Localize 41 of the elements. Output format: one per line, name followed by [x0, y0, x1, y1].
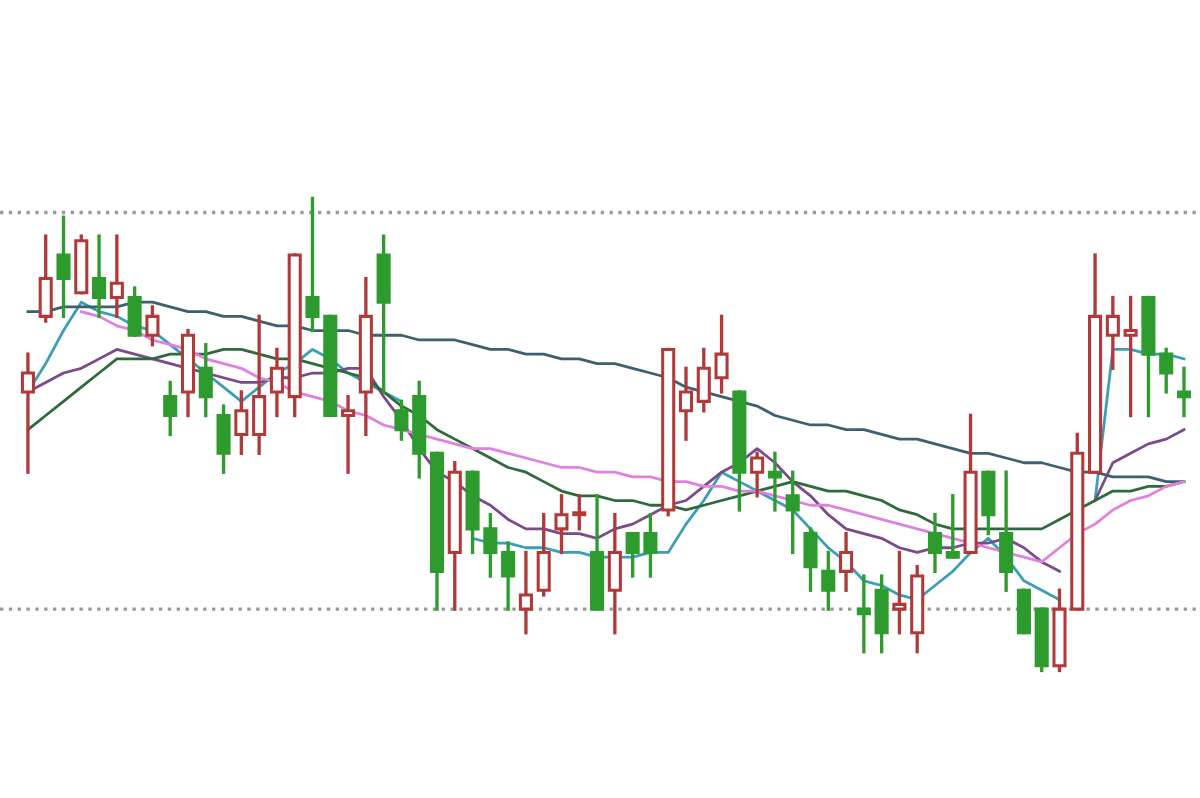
- candlestick: [38, 234, 53, 323]
- candlestick: [1159, 347, 1174, 394]
- candlestick: [92, 234, 107, 319]
- candlestick: [234, 390, 249, 455]
- candlestick: [803, 527, 818, 592]
- candlestick: [945, 494, 960, 559]
- candlestick: [714, 314, 729, 394]
- candlestick: [750, 451, 765, 498]
- candlestick: [607, 513, 622, 635]
- candlestick: [501, 541, 516, 611]
- candlestick: [1176, 366, 1192, 418]
- candlestick: [518, 550, 533, 635]
- candlestick: [394, 399, 409, 441]
- candlestick: [127, 286, 142, 337]
- candlestick: [767, 451, 782, 512]
- candlestick: [696, 347, 711, 413]
- candlestick: [341, 394, 356, 474]
- candlestick: [56, 215, 71, 319]
- candlestick: [839, 531, 854, 592]
- candlestick: [981, 470, 996, 536]
- candlestick: [216, 404, 231, 474]
- candlestick: [269, 347, 284, 418]
- candlestick: [1016, 588, 1031, 635]
- candlestick: [20, 352, 35, 474]
- candlestick: [163, 380, 178, 437]
- candlestick: [145, 305, 160, 347]
- candlestick: [999, 470, 1014, 592]
- candlestick: [109, 234, 124, 319]
- candlestick: [1105, 295, 1120, 370]
- candlestick: [252, 314, 267, 455]
- candlestick: [874, 574, 889, 654]
- candlestick: [198, 343, 213, 418]
- candlestick: [376, 234, 391, 394]
- candlestick: [1123, 295, 1138, 418]
- candlestick: [927, 513, 943, 574]
- candlestick: [678, 366, 694, 441]
- candlestick: [536, 513, 551, 597]
- candlestick: [785, 470, 800, 555]
- candlestick: [892, 550, 907, 635]
- candlestick: [821, 550, 836, 611]
- candlestick: [856, 574, 871, 654]
